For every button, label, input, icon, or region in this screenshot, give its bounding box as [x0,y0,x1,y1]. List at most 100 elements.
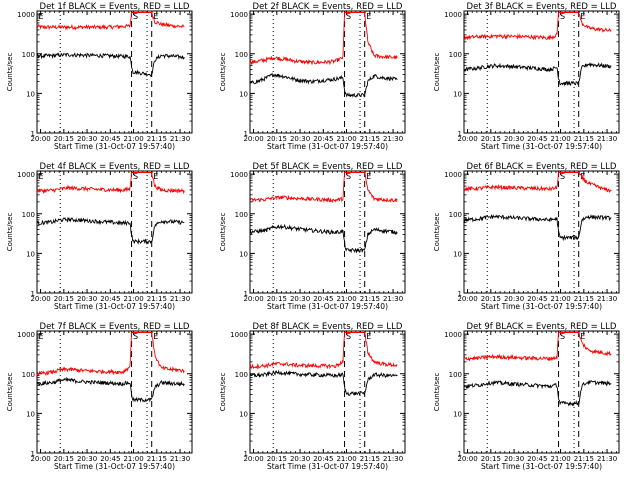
lld-series-line [463,331,612,362]
x-tick-label: 21:30 [597,135,617,143]
panel-title: Det 1f BLACK = Events, RED = LLD [40,2,190,12]
panel-title: Det 9f BLACK = Events, RED = LLD [467,322,617,332]
x-tick-label: 21:00 [336,135,356,143]
x-tick-label: 21:30 [383,295,403,303]
panel-title: Det 6f BLACK = Events, RED = LLD [467,162,617,172]
marker-label: S [346,12,351,21]
y-tick-label: 10 [239,250,248,258]
y-tick-label: 10 [239,410,248,418]
y-tick-label: 10 [26,410,35,418]
x-axis-label: Start Time (31-Oct-07 19:57:40) [267,142,388,151]
events-series-line [36,216,185,245]
x-tick-label: 21:15 [147,135,167,143]
y-tick-label: 100 [449,211,462,219]
detector-panel-7: Det 7f BLACK = Events, RED = LLD Counts/s… [6,322,193,471]
y-axis-label: Counts/sec [219,53,227,92]
x-tick-label: 20:00 [30,455,50,463]
x-tick-label: 21:15 [574,455,594,463]
y-tick-label: 1 [458,450,462,458]
y-tick-label: 1000 [444,331,462,339]
x-tick-label: 20:00 [457,135,477,143]
marker-label: S [560,12,565,21]
x-tick-label: 20:15 [267,295,287,303]
y-tick-label: 1000 [230,331,248,339]
x-tick-label: 20:00 [243,455,263,463]
marker-label: E [580,332,585,341]
x-tick-label: 20:15 [267,455,287,463]
y-tick-label: 1 [458,130,462,138]
marker-label: E [39,12,44,21]
y-axis-label: Counts/sec [6,213,14,252]
x-tick-label: 21:30 [597,455,617,463]
y-tick-label: 100 [235,211,248,219]
detector-panel-6: Det 6f BLACK = Events, RED = LLD Counts/s… [433,162,620,311]
x-axis-label: Start Time (31-Oct-07 19:57:40) [54,142,175,151]
x-tick-label: 20:00 [30,135,50,143]
marker-label: E [153,172,158,181]
detector-panel-2: Det 2f BLACK = Events, RED = LLD Counts/s… [219,2,406,151]
y-axis-label: Counts/sec [6,373,14,412]
marker-label: S [133,12,138,21]
y-tick-label: 1000 [17,331,35,339]
y-axis-label: Counts/sec [219,373,227,412]
x-tick-label: 20:15 [54,135,74,143]
x-tick-label: 21:15 [147,295,167,303]
events-series-line [463,380,612,407]
x-tick-label: 20:30 [77,135,97,143]
y-tick-label: 1 [31,450,35,458]
x-tick-label: 21:15 [147,455,167,463]
y-axis-label: Counts/sec [433,373,441,412]
x-tick-label: 21:30 [383,135,403,143]
x-tick-label: 20:15 [481,135,501,143]
x-axis-label: Start Time (31-Oct-07 19:57:40) [481,142,602,151]
lld-series-line [36,10,185,31]
events-series-line [249,72,398,98]
y-tick-label: 10 [239,90,248,98]
y-tick-label: 1 [244,130,248,138]
x-tick-label: 20:15 [481,295,501,303]
x-tick-label: 20:45 [313,455,333,463]
y-tick-label: 10 [453,410,462,418]
y-tick-label: 1 [31,130,35,138]
marker-label: S [560,172,565,181]
lld-series-line [463,12,612,41]
x-tick-label: 20:30 [77,455,97,463]
y-tick-label: 10 [26,90,35,98]
plot-frame [463,330,620,454]
marker-label: E [153,12,158,21]
y-tick-label: 1 [244,290,248,298]
lld-series-line [463,171,612,194]
x-tick-label: 20:45 [100,455,120,463]
y-tick-label: 1000 [17,171,35,179]
x-tick-label: 20:00 [30,295,50,303]
x-tick-label: 20:30 [290,455,310,463]
panel-title: Det 7f BLACK = Events, RED = LLD [40,322,190,332]
y-tick-label: 100 [449,371,462,379]
x-tick-label: 21:30 [597,295,617,303]
x-tick-label: 20:45 [100,295,120,303]
events-series-line [463,214,612,242]
y-tick-label: 100 [22,371,35,379]
x-tick-label: 21:15 [360,455,380,463]
y-tick-label: 1000 [230,171,248,179]
y-tick-label: 1 [458,290,462,298]
lld-series-line [36,172,185,195]
x-tick-label: 20:30 [504,295,524,303]
events-series-line [463,62,612,87]
x-tick-label: 20:00 [243,135,263,143]
y-tick-label: 10 [453,250,462,258]
y-axis-label: Counts/sec [433,53,441,92]
marker-label: S [133,332,138,341]
x-tick-label: 20:30 [504,135,524,143]
events-series-line [36,376,185,403]
x-tick-label: 21:00 [336,295,356,303]
x-tick-label: 21:00 [123,455,143,463]
marker-label: E [580,12,585,21]
x-axis-label: Start Time (31-Oct-07 19:57:40) [54,462,175,471]
plot-frame [463,10,620,134]
marker-label: E [366,332,371,341]
x-tick-label: 21:00 [550,295,570,303]
x-tick-label: 21:00 [550,455,570,463]
detector-panel-4: Det 4f BLACK = Events, RED = LLD Counts/s… [6,162,193,311]
